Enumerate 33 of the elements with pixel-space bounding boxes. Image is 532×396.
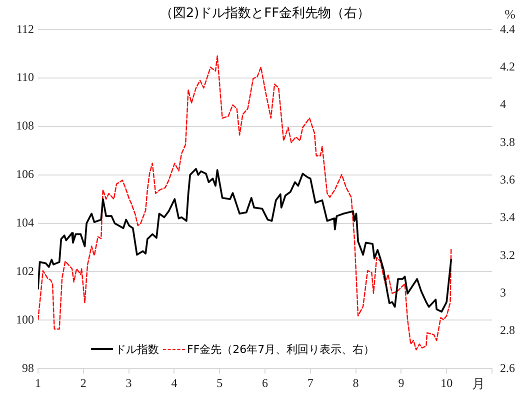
legend-label: FF金先（26年7月、利回り表示、右） xyxy=(187,342,375,357)
y2-tick-label: 4.2 xyxy=(500,59,515,74)
y2-tick-label: 4 xyxy=(500,97,506,112)
y-tick-label: 102 xyxy=(16,264,34,278)
legend-label: ドル指数 xyxy=(115,342,159,357)
y2-tick-label: 2.8 xyxy=(500,323,515,338)
y2-tick-label: 3.2 xyxy=(500,248,515,262)
y2-tick-label: 2.6 xyxy=(500,360,515,375)
x-axis-title: 月 xyxy=(472,376,485,392)
y2-tick-label: 3.4 xyxy=(500,210,515,224)
y2-tick-label: 3 xyxy=(500,285,506,300)
y2-tick-label: 3.6 xyxy=(500,172,515,186)
y-tick-label: 112 xyxy=(16,22,34,36)
y-tick-label: 110 xyxy=(16,70,34,84)
x-tick-label: 4 xyxy=(171,376,178,390)
x-tick-label: 3 xyxy=(126,376,132,390)
x-tick-label: 10 xyxy=(440,376,453,390)
y-tick-label: 108 xyxy=(16,118,34,133)
y-tick-label: 104 xyxy=(16,215,34,230)
x-tick-label: 8 xyxy=(352,376,359,390)
y-tick-label: 100 xyxy=(16,312,34,326)
x-tick-label: 5 xyxy=(216,376,223,390)
x-tick-label: 9 xyxy=(398,376,404,390)
y2-tick-label: 3.8 xyxy=(500,134,515,149)
y-tick-label: 98 xyxy=(22,360,34,375)
x-tick-label: 7 xyxy=(307,376,314,390)
y2-axis-title: % xyxy=(504,6,516,22)
x-tick-label: 2 xyxy=(80,376,86,390)
y-tick-label: 106 xyxy=(16,167,34,182)
y2-tick-label: 4.4 xyxy=(500,22,515,36)
x-tick-label: 1 xyxy=(35,376,41,390)
chart-title: （図2)ドル指数とFF金利先物（右） xyxy=(160,6,370,22)
x-tick-label: 6 xyxy=(262,376,268,390)
